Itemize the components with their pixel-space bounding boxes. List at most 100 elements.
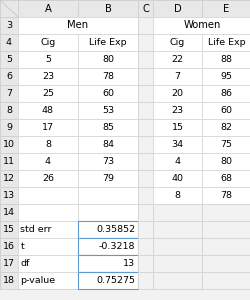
Text: 13: 13 (123, 259, 135, 268)
Bar (152, 34, 201, 51)
Bar (18, 238, 78, 255)
Bar (78, 102, 138, 119)
Text: 7: 7 (6, 89, 12, 98)
Text: 12: 12 (3, 174, 15, 183)
Bar (201, 272, 250, 289)
Text: std err: std err (20, 225, 52, 234)
Text: 8: 8 (174, 191, 180, 200)
Bar (78, 0, 138, 17)
Bar (78, 136, 138, 153)
Bar (201, 51, 250, 68)
Bar (138, 34, 152, 51)
Bar (138, 170, 152, 187)
Bar (18, 153, 78, 170)
Bar (152, 51, 201, 68)
Bar (201, 85, 250, 102)
Bar (201, 34, 250, 51)
Bar (138, 238, 152, 255)
Bar (0, 153, 18, 170)
Bar (78, 51, 138, 68)
Bar (18, 68, 78, 85)
Text: 15: 15 (3, 225, 15, 234)
Bar (78, 34, 138, 51)
Bar (78, 136, 138, 153)
Bar (0, 68, 18, 85)
Text: C: C (142, 4, 148, 14)
Bar (152, 221, 201, 238)
Bar (138, 119, 152, 136)
Bar (18, 119, 78, 136)
Text: 3: 3 (6, 21, 12, 30)
Bar (78, 255, 138, 272)
Bar (18, 255, 78, 272)
Text: 53: 53 (102, 106, 114, 115)
Text: 23: 23 (42, 72, 54, 81)
Text: Life Exp: Life Exp (89, 38, 126, 47)
Bar (0, 102, 18, 119)
Bar (0, 255, 18, 272)
Bar (201, 272, 250, 289)
Bar (18, 136, 78, 153)
Bar (152, 85, 201, 102)
Text: p-value: p-value (20, 276, 56, 285)
Bar (18, 170, 78, 187)
Text: 10: 10 (3, 140, 15, 149)
Bar (78, 102, 138, 119)
Bar (201, 119, 250, 136)
Bar (138, 102, 152, 119)
Text: 82: 82 (220, 123, 232, 132)
Bar (201, 204, 250, 221)
Bar (78, 119, 138, 136)
Text: 17: 17 (3, 259, 15, 268)
Bar (138, 187, 152, 204)
Bar (138, 0, 152, 17)
Text: 84: 84 (102, 140, 114, 149)
Bar (138, 170, 152, 187)
Bar (18, 221, 78, 238)
Bar (78, 85, 138, 102)
Bar (152, 221, 201, 238)
Bar (138, 51, 152, 68)
Bar (18, 102, 78, 119)
Bar (138, 119, 152, 136)
Text: 8: 8 (45, 140, 51, 149)
Bar (201, 221, 250, 238)
Bar (138, 153, 152, 170)
Bar (0, 136, 18, 153)
Bar (0, 119, 18, 136)
Bar (152, 136, 201, 153)
Bar (78, 187, 138, 204)
Bar (138, 272, 152, 289)
Bar (78, 238, 138, 255)
Text: 80: 80 (102, 55, 114, 64)
Bar (18, 34, 78, 51)
Bar (0, 34, 18, 51)
Bar (201, 238, 250, 255)
Bar (201, 0, 250, 17)
Text: 40: 40 (171, 174, 183, 183)
Bar (78, 255, 138, 272)
Bar (138, 68, 152, 85)
Bar (18, 204, 78, 221)
Bar (138, 187, 152, 204)
Bar (0, 255, 18, 272)
Bar (152, 17, 250, 34)
Text: df: df (20, 259, 30, 268)
Bar (152, 17, 250, 34)
Bar (152, 34, 201, 51)
Bar (138, 221, 152, 238)
Bar (0, 204, 18, 221)
Bar (0, 187, 18, 204)
Bar (152, 204, 201, 221)
Bar (138, 255, 152, 272)
Bar (78, 221, 138, 238)
Bar (138, 204, 152, 221)
Bar (201, 34, 250, 51)
Text: 80: 80 (220, 157, 232, 166)
Bar (0, 238, 18, 255)
Bar (18, 187, 78, 204)
Bar (152, 0, 201, 17)
Text: 68: 68 (220, 174, 232, 183)
Text: A: A (44, 4, 51, 14)
Text: 48: 48 (42, 106, 54, 115)
